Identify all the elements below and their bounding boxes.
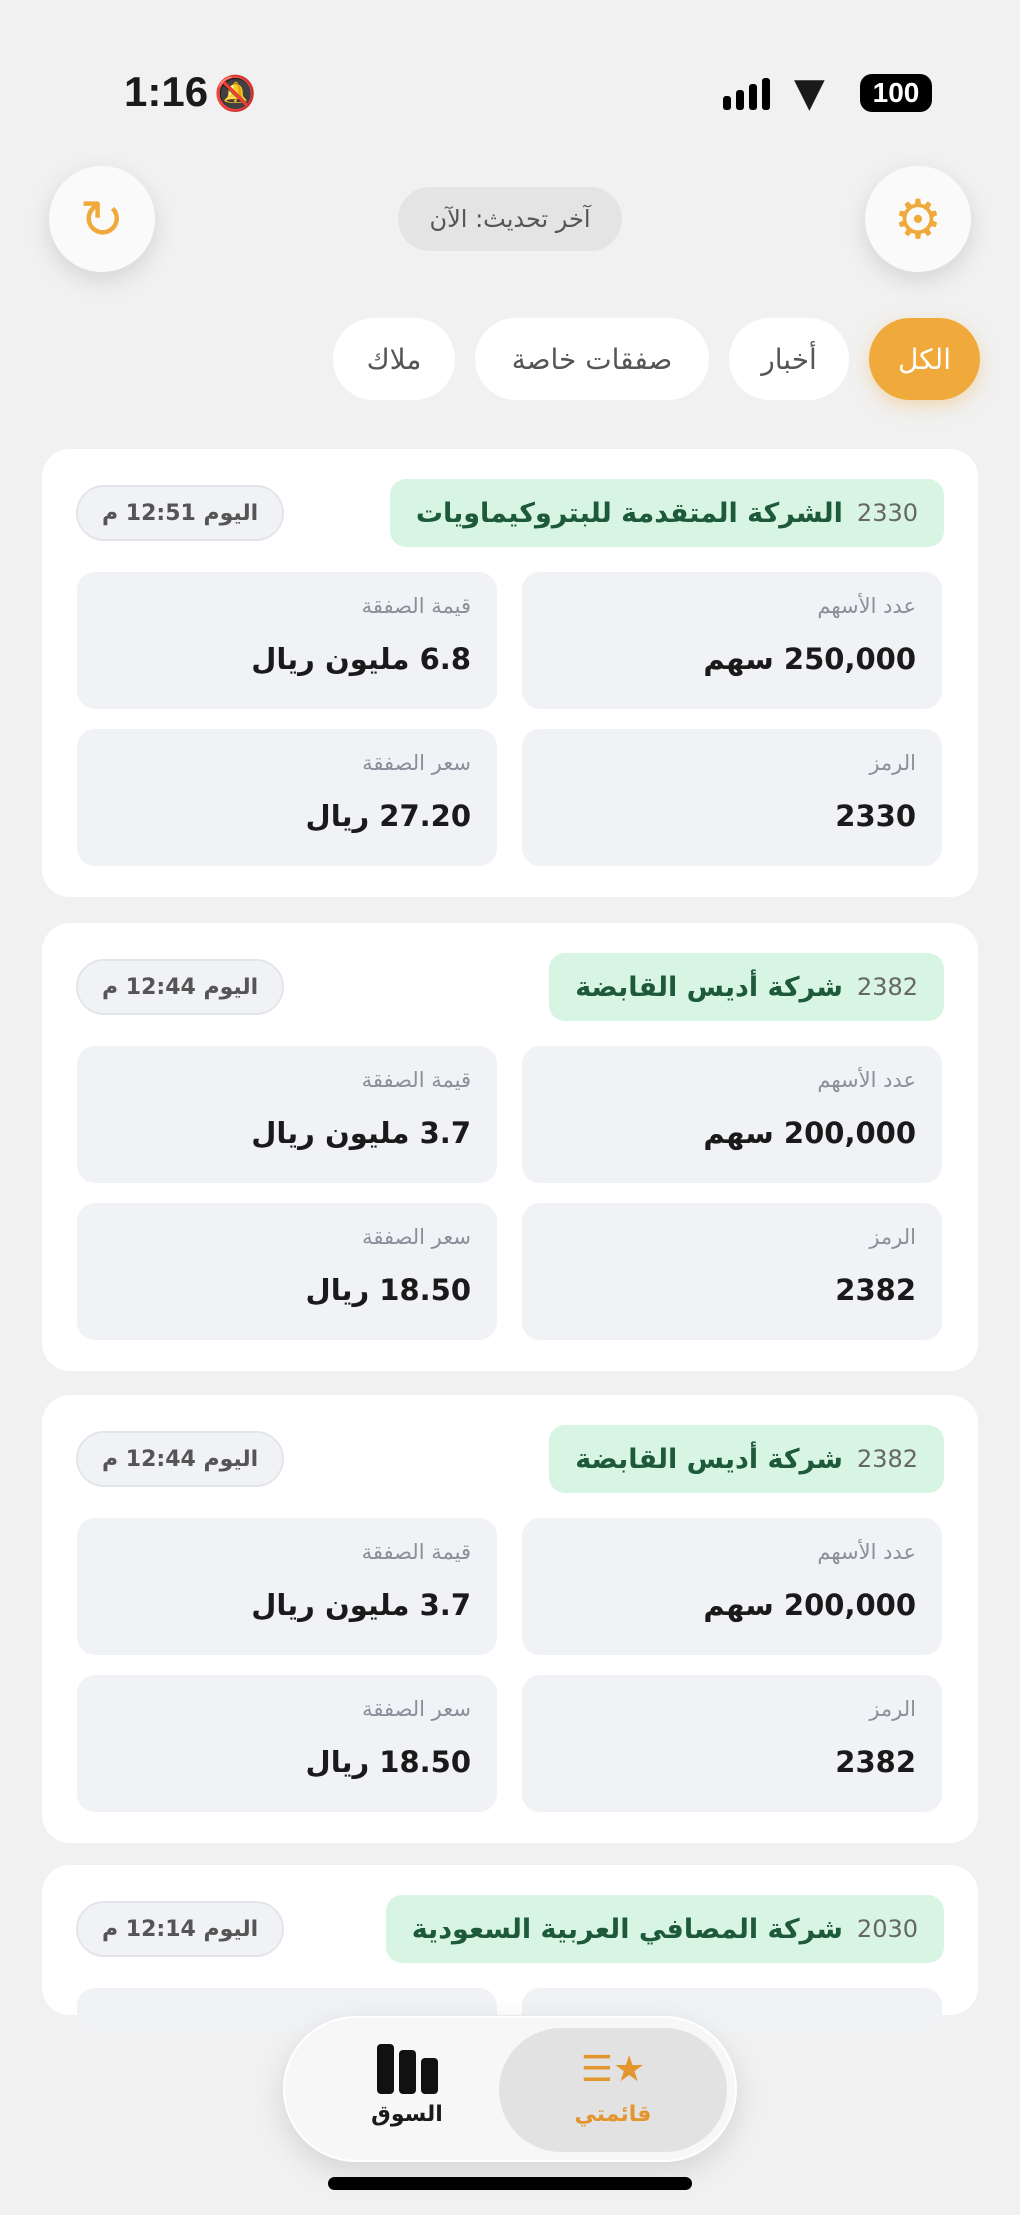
last-update-pill: آخر تحديث: الآن [398,187,622,251]
gear-icon: ⚙ [893,187,943,251]
cell-shares: عدد الأسهم 200,000 سهم [522,1518,942,1655]
cell-value: 18.50 ريال [305,1273,471,1307]
cell-value: 200,000 سهم [703,1588,916,1622]
company-name: شركة أديس القابضة [575,1443,843,1475]
cell-value: 18.50 ريال [305,1745,471,1779]
cell-label: عدد الأسهم [817,594,916,618]
cell-label: الرمز [869,751,916,775]
company-badge: 2330 الشركة المتقدمة للبتروكيماويات [389,479,944,547]
deal-card[interactable]: 2382 شركة أديس القابضة اليوم 12:44 م عدد… [42,923,978,1371]
nav-active-bg [499,2028,727,2152]
home-indicator [328,2177,692,2190]
cell-value: 2382 [835,1273,916,1307]
refresh-button[interactable]: ↻ [49,166,155,272]
cell-label: سعر الصفقة [362,751,471,775]
cell-label: الرمز [869,1697,916,1721]
deal-time: اليوم 12:44 م [76,1431,285,1487]
company-code: 2330 [856,499,918,527]
cell-label: سعر الصفقة [362,1697,471,1721]
cell-value: 2330 [835,799,916,833]
cell-value: 2382 [835,1745,916,1779]
filter-news[interactable]: أخبار [729,318,849,400]
company-badge: 2382 شركة أديس القابضة [549,1425,944,1493]
list-star-icon: ☰★ [580,2049,646,2090]
cell-label: الرمز [869,1225,916,1249]
cell-symbol: الرمز 2382 [522,1675,942,1812]
cell-value: قيمة الصفقة 3.7 مليون ريال [77,1518,497,1655]
cell-price: سعر الصفقة 18.50 ريال [77,1675,497,1812]
cell-value: 3.7 مليون ريال [251,1588,471,1622]
deal-card[interactable]: 2330 الشركة المتقدمة للبتروكيماويات اليو… [42,449,978,897]
cell-price: سعر الصفقة 27.20 ريال [77,729,497,866]
status-time: 1:16 [124,68,209,115]
cell-label: عدد الأسهم [817,1540,916,1564]
nav-market[interactable]: السوق [307,2038,507,2127]
filter-owners[interactable]: ملاك [333,318,455,400]
cell-symbol: الرمز 2330 [522,729,942,866]
cell-label: قيمة الصفقة [361,1540,471,1564]
cell-value: 6.8 مليون ريال [251,642,471,676]
bell-slash-icon: 🔕 [214,74,257,114]
cell-value: قيمة الصفقة 3.7 مليون ريال [77,1046,497,1183]
cell-value: قيمة الصفقة 6.8 مليون ريال [77,572,497,709]
cell-label: سعر الصفقة [362,1225,471,1249]
cell-symbol: الرمز 2382 [522,1203,942,1340]
company-code: 2030 [856,1915,918,1943]
deal-time: اليوم 12:51 م [76,485,285,541]
deal-card[interactable]: 2382 شركة أديس القابضة اليوم 12:44 م عدد… [42,1395,978,1843]
cell-label: عدد الأسهم [817,1068,916,1092]
bar-chart-icon [307,2038,507,2102]
wifi-icon: ▼ [794,70,825,116]
cell-value: 3.7 مليون ريال [251,1116,471,1150]
filter-all[interactable]: الكل [869,318,980,400]
company-badge: 2030 شركة المصافي العربية السعودية [385,1895,944,1963]
cell-shares: عدد الأسهم 250,000 سهم [522,572,942,709]
filter-private-deals[interactable]: صفقات خاصة [475,318,709,400]
signal-icon [723,78,770,110]
deal-time: اليوم 12:14 م [76,1901,285,1957]
cell-shares: عدد الأسهم 200,000 سهم [522,1046,942,1183]
cell-label: قيمة الصفقة [361,594,471,618]
company-name: الشركة المتقدمة للبتروكيماويات [415,497,843,529]
cell-value: 200,000 سهم [703,1116,916,1150]
cell-price: سعر الصفقة 18.50 ريال [77,1203,497,1340]
bottom-nav: ☰★ قائمتي السوق [283,2016,737,2162]
company-code: 2382 [856,973,918,1001]
settings-button[interactable]: ⚙ [865,166,971,272]
company-badge: 2382 شركة أديس القابضة [549,953,944,1021]
battery-icon: 100 [860,74,932,112]
nav-my-list[interactable]: ☰★ قائمتي [513,2038,713,2127]
deal-time: اليوم 12:44 م [76,959,285,1015]
company-name: شركة المصافي العربية السعودية [411,1913,843,1945]
cell-value: 250,000 سهم [703,642,916,676]
refresh-icon: ↻ [79,187,125,251]
company-name: شركة أديس القابضة [575,971,843,1003]
cell-value: 27.20 ريال [305,799,471,833]
deal-card[interactable]: 2030 شركة المصافي العربية السعودية اليوم… [42,1865,978,2032]
cell-label: قيمة الصفقة [361,1068,471,1092]
company-code: 2382 [856,1445,918,1473]
